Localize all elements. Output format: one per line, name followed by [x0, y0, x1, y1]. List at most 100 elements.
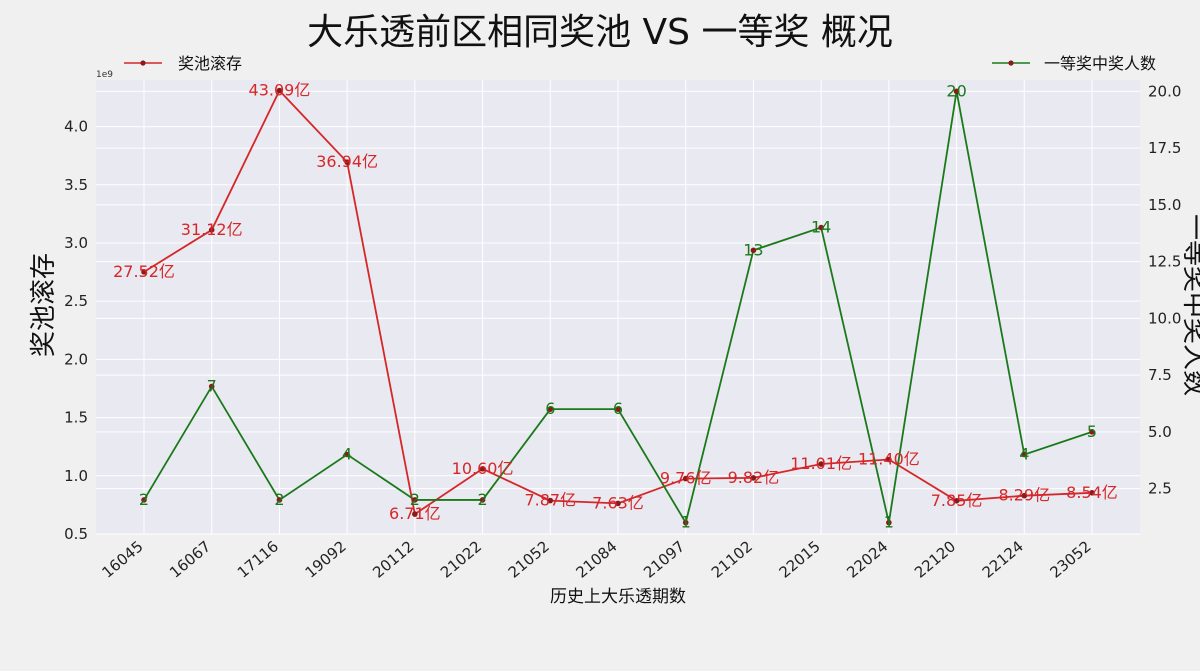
data-point-jackpot [953, 498, 960, 504]
left-axis-multiplier: 1e9 [96, 70, 113, 80]
data-label-jackpot: 7.63亿 [592, 493, 644, 512]
legend-jackpot: 奖池滚存 [124, 54, 242, 73]
left-tick-label: 2.0 [64, 350, 88, 368]
data-point-winners [344, 451, 350, 458]
legend-winners-marker [1008, 60, 1014, 66]
data-label-jackpot: 43.09亿 [249, 81, 311, 100]
series-winners [141, 88, 1095, 526]
x-tick-label: 16067 [166, 537, 214, 581]
data-point-jackpot [141, 269, 147, 275]
data-label-jackpot: 36.94亿 [316, 152, 378, 171]
data-point-jackpot [208, 227, 215, 233]
data-point-jackpot [1021, 492, 1028, 499]
data-point-jackpot [1089, 489, 1095, 496]
data-label-jackpot: 9.82亿 [728, 468, 780, 487]
left-tick-label: 3.0 [64, 234, 88, 252]
data-label-jackpot: 11.40亿 [858, 449, 920, 468]
left-tick-label: 3.5 [64, 176, 88, 194]
data-point-winners [682, 519, 689, 526]
data-label-jackpot: 7.87亿 [524, 491, 576, 510]
data-point-winners [750, 247, 757, 254]
data-point-winners [547, 406, 554, 412]
data-point-jackpot [547, 497, 554, 504]
data-label-winners: 13 [743, 240, 763, 259]
data-point-jackpot [615, 500, 621, 507]
x-tick-label: 21052 [505, 537, 553, 581]
x-tick-label: 22024 [843, 537, 891, 581]
x-tick-label: 16045 [98, 537, 146, 581]
data-point-winners [479, 497, 486, 503]
data-label-jackpot: 10.60亿 [452, 459, 514, 478]
data-label-winners: 2 [410, 490, 420, 509]
x-tick-label: 19092 [302, 537, 350, 581]
data-label-jackpot: 11.01亿 [790, 454, 852, 473]
left-tick-label: 1.5 [64, 409, 88, 427]
data-labels-winners: 2 7 2 4 2 2 6 6 1 13 14 1 20 4 5 [139, 81, 1097, 531]
right-tick-label: 12.5 [1148, 253, 1181, 271]
data-point-winners [1089, 429, 1095, 435]
data-label-jackpot: 8.54亿 [1066, 483, 1118, 502]
data-point-winners [818, 224, 824, 231]
data-label-winners: 4 [342, 445, 352, 464]
data-point-winners [615, 406, 621, 412]
right-tick-label: 7.5 [1148, 366, 1172, 384]
data-point-winners [886, 519, 892, 526]
x-tick-label: 21097 [640, 537, 688, 581]
x-tick-label: 22120 [911, 537, 959, 581]
data-point-jackpot [886, 456, 892, 463]
data-label-jackpot: 31.12亿 [181, 220, 243, 239]
data-point-jackpot [344, 159, 350, 165]
right-axis-ticks: 2.5 5.0 7.5 10.0 12.5 15.0 17.5 20.0 [1148, 82, 1181, 497]
right-tick-label: 20.0 [1148, 82, 1181, 100]
data-label-winners: 6 [613, 399, 623, 418]
left-axis-label: 奖池滚存 [29, 253, 59, 357]
data-label-winners: 20 [946, 81, 966, 100]
data-label-winners: 2 [477, 490, 487, 509]
data-label-jackpot: 8.29亿 [998, 486, 1050, 505]
right-tick-label: 17.5 [1148, 139, 1181, 157]
data-label-jackpot: 7.85亿 [931, 491, 983, 510]
x-axis-label: 历史上大乐透期数 [550, 587, 686, 607]
series-jackpot [141, 87, 1095, 517]
data-point-jackpot [276, 87, 283, 94]
x-tick-label: 21102 [708, 537, 756, 581]
data-point-winners [953, 88, 960, 95]
data-point-jackpot [750, 475, 757, 481]
left-tick-label: 1.0 [64, 467, 88, 485]
grid-lines [96, 80, 1140, 535]
right-tick-label: 15.0 [1148, 196, 1181, 214]
data-label-winners: 6 [545, 399, 555, 418]
data-label-winners: 5 [1087, 422, 1097, 441]
data-label-winners: 1 [681, 513, 691, 532]
data-point-winners [276, 497, 283, 503]
x-tick-label: 20112 [369, 537, 417, 581]
legend-jackpot-marker [140, 60, 146, 66]
data-point-jackpot [682, 475, 689, 482]
x-tick-label: 23052 [1046, 537, 1094, 581]
x-tick-label: 22015 [776, 537, 824, 581]
data-point-winners [208, 383, 215, 390]
data-label-winners: 7 [207, 376, 217, 395]
data-label-winners: 14 [811, 218, 831, 237]
legend-jackpot-label: 奖池滚存 [178, 54, 242, 73]
data-point-winners [1021, 451, 1028, 458]
data-label-jackpot: 9.76亿 [660, 469, 712, 488]
right-axis-label: 一等奖中奖人数 [1179, 214, 1200, 396]
data-point-jackpot [412, 511, 418, 517]
data-labels-jackpot: 27.52亿 31.12亿 43.09亿 36.94亿 6.71亿 10.60亿 7.87亿… [113, 81, 1118, 524]
data-label-winners: 1 [884, 513, 894, 532]
right-tick-label: 2.5 [1148, 480, 1172, 498]
data-label-jackpot: 6.71亿 [389, 504, 441, 523]
chart-title: 大乐透前区相同奖池 VS 一等奖 概况 [307, 12, 893, 53]
data-label-winners: 4 [1019, 445, 1029, 464]
legend-winners-label: 一等奖中奖人数 [1044, 54, 1156, 73]
x-tick-label: 21084 [572, 537, 620, 581]
legend-winners: 一等奖中奖人数 [992, 54, 1156, 73]
x-tick-label: 22124 [979, 537, 1027, 581]
right-tick-label: 5.0 [1148, 423, 1172, 441]
x-tick-label: 17116 [234, 537, 282, 581]
data-label-jackpot: 27.52亿 [113, 262, 175, 281]
data-point-jackpot [479, 466, 486, 472]
